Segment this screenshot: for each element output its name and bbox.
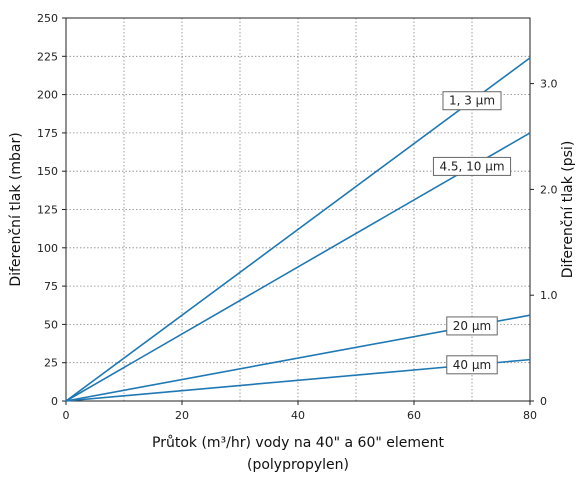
series-label-box — [432, 156, 512, 176]
series-label-text: 1, 3 µm — [449, 94, 495, 108]
y-axis-title: Diferenční tlak (mbar) — [8, 132, 24, 286]
y-tick-label: 150 — [37, 165, 58, 178]
y2-tick-label: 3.0 — [540, 78, 558, 91]
x-axis-ticks: 0 20 40 60 80 — [63, 401, 537, 422]
series-label-box — [446, 355, 498, 375]
series-label: 40 µm — [446, 355, 498, 375]
series-label-box — [446, 316, 498, 336]
series-label-box — [442, 91, 502, 111]
series-label: 4.5, 10 µm — [432, 156, 512, 176]
series-labels: 1, 3 µm 4.5, 10 µm 20 µm 40 µm — [432, 91, 512, 375]
y-tick-label: 250 — [37, 12, 58, 25]
y-axis-ticks: 0 25 50 75 100 125 150 175 200 225 250 — [37, 12, 66, 408]
x-axis-title-line2: (polypropylen) — [247, 457, 349, 473]
x-tick-label: 80 — [523, 409, 537, 422]
y-tick-label: 0 — [51, 395, 58, 408]
y2-tick-label: 2.0 — [540, 183, 558, 196]
series-label: 20 µm — [446, 316, 498, 336]
y-tick-label: 225 — [37, 50, 58, 63]
series-label: 1, 3 µm — [442, 91, 502, 111]
y-tick-label: 200 — [37, 89, 58, 102]
x-tick-label: 40 — [291, 409, 305, 422]
y2-tick-label: 1.0 — [540, 289, 558, 302]
series-label-text: 20 µm — [453, 319, 491, 333]
x-tick-label: 20 — [175, 409, 189, 422]
y-tick-label: 25 — [44, 357, 58, 370]
y-tick-label: 100 — [37, 242, 58, 255]
series-label-text: 40 µm — [453, 358, 491, 372]
x-tick-label: 0 — [63, 409, 70, 422]
series-line — [65, 57, 531, 402]
x-axis-title: Průtok (m³/hr) vody na 40" a 60" element — [152, 435, 444, 451]
y-tick-label: 75 — [44, 280, 58, 293]
y2-axis-ticks: 0 1.0 2.0 3.0 — [530, 78, 558, 408]
y2-axis-title: Diferenční tlak (psi) — [560, 141, 576, 279]
y-tick-label: 50 — [44, 318, 58, 331]
series-line — [65, 132, 531, 402]
grid — [66, 18, 530, 401]
y-tick-label: 125 — [37, 204, 58, 217]
series-label-text: 4.5, 10 µm — [439, 159, 504, 173]
x-tick-label: 60 — [407, 409, 421, 422]
y-tick-label: 175 — [37, 127, 58, 140]
y2-tick-label: 0 — [540, 395, 547, 408]
